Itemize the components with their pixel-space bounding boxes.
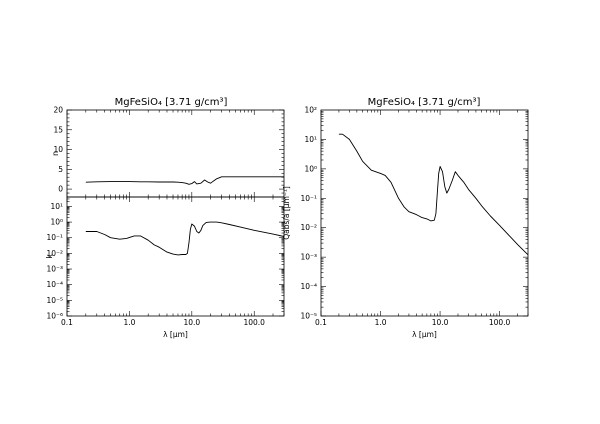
y-tick-label: 10⁻⁵ — [46, 296, 63, 305]
data-curve-n — [85, 176, 284, 185]
y-tick-label: 20 — [53, 106, 63, 115]
y-tick-label: 10⁻¹ — [300, 194, 317, 203]
data-curve-qabs — [338, 133, 529, 256]
y-tick-label: 10⁻² — [46, 249, 63, 258]
x-tick-label: 10.0 — [183, 318, 200, 327]
y-tick-label: 10⁻⁵ — [300, 312, 317, 321]
plot-frame — [66, 109, 285, 198]
y-tick-label: 10⁻³ — [46, 265, 63, 274]
k-panel: 0.1 1.0 10.0 100.0 10⁻⁶ 10⁻⁵ 10⁻⁴ 10⁻³ 10⁻² 10⁻¹ 1… — [45, 196, 285, 339]
x-tick-label: 100.0 — [243, 318, 265, 327]
right-figure: MgFeSiO₄ [3.71 g/cm³] 0.1 1.0 10.0 100.0 10⁻… — [282, 97, 529, 339]
y-tick-label: 10⁻⁶ — [46, 312, 63, 321]
n-panel: 0 5 10 15 20 n — [51, 106, 285, 198]
y-tick-label: 10⁻⁴ — [46, 280, 63, 289]
x-tick-label: 10.0 — [432, 318, 449, 327]
y-tick-label: 5 — [58, 165, 63, 174]
y-tick-label: 10⁻² — [300, 223, 317, 232]
right-title: MgFeSiO₄ [3.71 g/cm³] — [368, 97, 481, 108]
y-axis-label: k — [45, 254, 54, 259]
y-tick-label: 10⁰ — [50, 218, 63, 227]
y-tick-label: 15 — [53, 125, 63, 134]
x-tick-label: 0.1 — [61, 318, 73, 327]
x-tick-label: 1.0 — [375, 318, 387, 327]
y-tick-label: 10² — [304, 106, 317, 115]
y-tick-label: 10⁻⁴ — [300, 282, 317, 291]
plot-frame — [66, 196, 285, 317]
x-tick-label: 100.0 — [489, 318, 511, 327]
y-tick-label: 10⁻³ — [300, 253, 317, 262]
y-tick-label: 0 — [58, 185, 63, 194]
y-tick-label: 10 — [53, 145, 63, 154]
x-axis-label: λ [μm] — [412, 330, 437, 339]
y-axis-label: n — [51, 151, 60, 156]
x-tick-label: 0.1 — [315, 318, 327, 327]
y-tick-label: 10¹ — [304, 135, 317, 144]
y-axis-label: Qabs/a [μm⁻¹] — [282, 186, 291, 240]
x-axis-label: λ [μm] — [163, 330, 188, 339]
plot-frame — [320, 109, 529, 317]
x-tick-label: 1.0 — [123, 318, 135, 327]
y-tick-label: 10⁻¹ — [46, 233, 63, 242]
y-tick-label: 10¹ — [50, 202, 63, 211]
left-title: MgFeSiO₄ [3.71 g/cm³] — [115, 97, 228, 108]
qabs-panel: 0.1 1.0 10.0 100.0 10⁻⁵ 10⁻⁴ 10⁻³ 10⁻² 10⁻¹ 10⁰ 10… — [282, 106, 529, 339]
left-figure: MgFeSiO₄ [3.71 g/cm³] 0 5 10 15 20 n 0.1 1.0 10… — [45, 97, 285, 339]
data-curve-k — [85, 221, 285, 256]
y-tick-label: 10⁰ — [304, 164, 317, 173]
